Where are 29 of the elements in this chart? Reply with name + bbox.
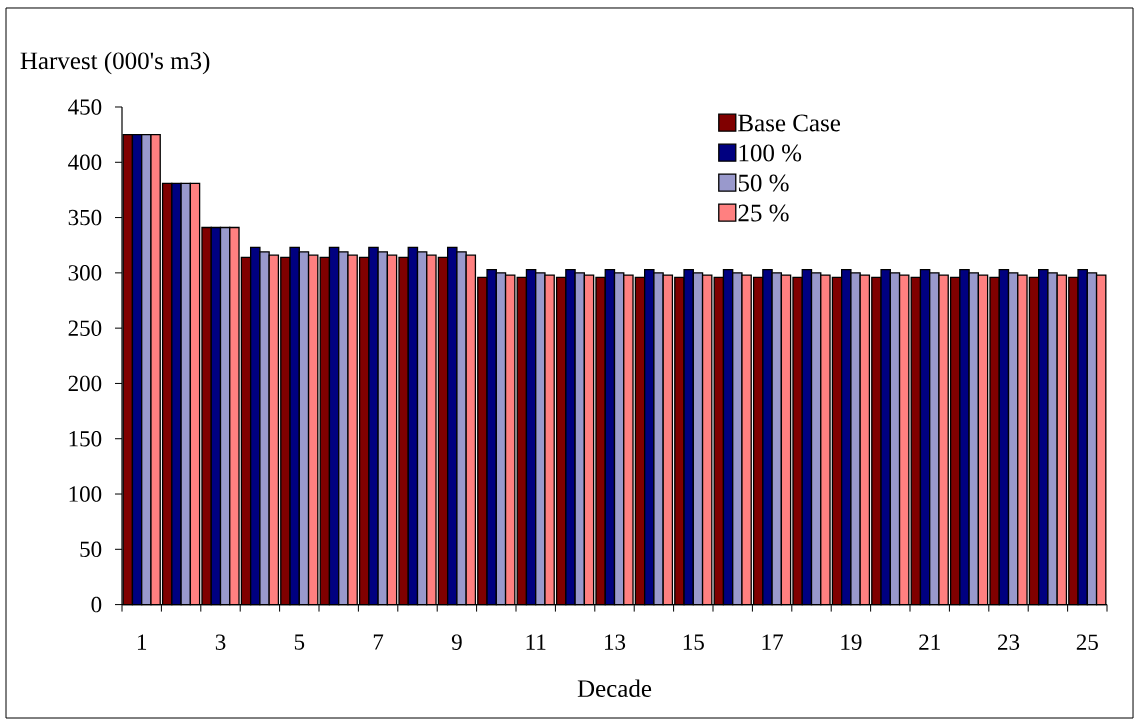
x-tick-label: 11: [526, 634, 546, 650]
y-tick-label: 200: [68, 375, 102, 392]
y-tick-label: 250: [68, 320, 102, 336]
x-tick-label: 5: [294, 634, 305, 650]
y-axis-title: Harvest (000's m3): [20, 51, 210, 75]
legend-label: 25 %: [738, 204, 789, 222]
x-tick-label: 21: [919, 634, 940, 650]
x-tick-label: 25: [1076, 634, 1098, 650]
x-axis-title: Decade: [577, 679, 652, 698]
legend-label: 100 %: [739, 144, 802, 162]
x-tick-label: 9: [451, 634, 462, 650]
y-tick-label: 50: [80, 541, 102, 558]
y-tick-label: 100: [69, 486, 102, 502]
y-tick-label: 350: [68, 209, 102, 226]
y-tick-label: 400: [68, 154, 102, 171]
legend-label: Base Case: [738, 114, 841, 132]
x-tick-label: 7: [373, 634, 384, 650]
x-tick-label: 19: [841, 634, 862, 650]
legend-label: 50 %: [738, 174, 789, 192]
x-tick-label: 13: [605, 634, 626, 650]
x-tick-label: 17: [762, 634, 783, 650]
x-tick-label: 23: [998, 634, 1020, 650]
y-tick-label: 450: [68, 99, 102, 115]
x-tick-label: 1: [137, 634, 147, 650]
y-tick-label: 300: [68, 265, 102, 281]
x-tick-label: 3: [215, 634, 226, 650]
x-tick-label: 15: [683, 634, 704, 650]
y-tick-label: 0: [91, 596, 102, 613]
y-tick-label: 150: [69, 430, 102, 447]
